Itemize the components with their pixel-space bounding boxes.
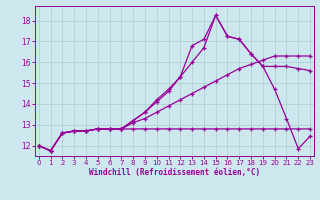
- X-axis label: Windchill (Refroidissement éolien,°C): Windchill (Refroidissement éolien,°C): [89, 168, 260, 177]
